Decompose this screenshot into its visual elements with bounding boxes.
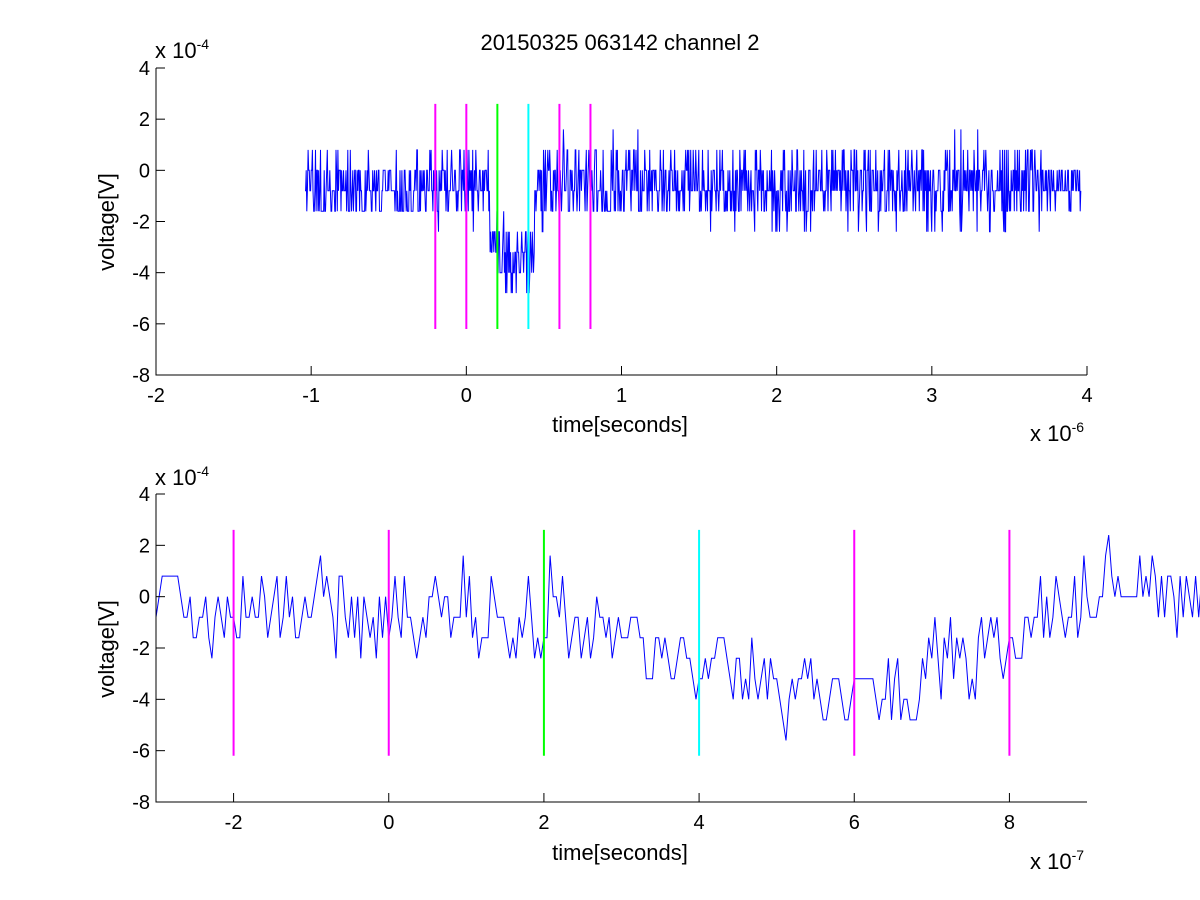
- top-x-tick-label-1: -1: [302, 385, 320, 407]
- bottom-y-tick-label-5: 2: [139, 535, 150, 557]
- bottom-y-tick-label-3: -2: [132, 638, 150, 660]
- bottom-y-multiplier-exponent: -4: [197, 463, 210, 479]
- top-y-axis-label: voltage[V]: [94, 173, 119, 271]
- top-x-multiplier-exponent: -6: [1072, 419, 1085, 435]
- top-y-multiplier: x 10-4: [155, 36, 209, 63]
- bottom-axes: [155, 493, 1087, 803]
- top-x-tick-label-3: 1: [616, 385, 627, 407]
- top-x-tick-label-4: 2: [771, 385, 782, 407]
- top-x-multiplier: x 10-6: [1030, 419, 1084, 446]
- bottom-y-tick-label-6: 4: [139, 484, 150, 506]
- bottom-x-tick-label-2: 2: [538, 812, 549, 834]
- top-y-tick-label-2: -4: [132, 263, 150, 285]
- bottom-x-tick-label-1: 0: [383, 812, 394, 834]
- top-x-multiplier-base: x 10: [1030, 421, 1072, 446]
- bottom-y-tick-label-0: -8: [132, 792, 150, 814]
- chart-title: 20150325 063142 channel 2: [481, 30, 760, 55]
- top-tick-labels: -2 -1 0 1 2 3 4 -8 -6 -4 -2 0 2 4: [132, 58, 1092, 407]
- bottom-tick-labels: -2 0 2 4 6 8 -8 -6 -4 -2 0 2 4: [132, 484, 1015, 834]
- bottom-x-axis-label: time[seconds]: [552, 840, 688, 865]
- bottom-y-multiplier: x 10-4: [155, 463, 209, 490]
- top-x-tick-label-6: 4: [1081, 385, 1092, 407]
- top-y-multiplier-base: x 10: [155, 38, 197, 63]
- bottom-y-tick-label-4: 0: [139, 587, 150, 609]
- top-subplot: -2 -1 0 1 2 3 4 -8 -6 -4 -2 0 2 4 time[seconds] volta…: [94, 36, 1093, 446]
- bottom-x-multiplier: x 10-7: [1030, 847, 1084, 874]
- bottom-x-multiplier-exponent: -7: [1072, 847, 1085, 863]
- top-x-tick-label-5: 3: [926, 385, 937, 407]
- top-y-tick-label-1: -6: [132, 314, 150, 336]
- top-x-tick-label-2: 0: [461, 385, 472, 407]
- top-y-multiplier-exponent: -4: [197, 36, 210, 52]
- top-axes: [155, 67, 1088, 376]
- bottom-y-tick-label-2: -4: [132, 689, 150, 711]
- top-y-tick-label-3: -2: [132, 212, 150, 234]
- top-x-tick-label-0: -2: [147, 385, 165, 407]
- bottom-x-multiplier-base: x 10: [1030, 849, 1072, 874]
- top-series-line-0: [305, 129, 1082, 294]
- bottom-x-tick-label-5: 8: [1004, 812, 1015, 834]
- top-axis-spines: [155, 68, 1087, 376]
- top-event-markers: [434, 103, 592, 329]
- bottom-subplot: -2 0 2 4 6 8 -8 -6 -4 -2 0 2 4 time[seconds] voltage…: [94, 463, 1200, 874]
- bottom-x-tick-label-3: 4: [694, 812, 705, 834]
- top-y-tick-label-4: 0: [139, 160, 150, 182]
- bottom-series-line-0: [155, 535, 1200, 741]
- top-y-tick-label-6: 4: [139, 58, 150, 80]
- bottom-axis-spines: [155, 494, 1087, 803]
- top-y-tick-label-0: -8: [132, 365, 150, 387]
- top-plot-lines: [305, 129, 1082, 294]
- bottom-event-markers: [232, 529, 1011, 756]
- top-y-tick-label-5: 2: [139, 109, 150, 131]
- bottom-y-axis-label: voltage[V]: [94, 600, 119, 698]
- bottom-y-tick-label-1: -6: [132, 741, 150, 763]
- top-x-axis-label: time[seconds]: [552, 412, 688, 437]
- bottom-y-multiplier-base: x 10: [155, 465, 197, 490]
- bottom-plot-lines: [155, 535, 1200, 741]
- bottom-x-tick-label-0: -2: [225, 812, 243, 834]
- bottom-x-tick-label-4: 6: [849, 812, 860, 834]
